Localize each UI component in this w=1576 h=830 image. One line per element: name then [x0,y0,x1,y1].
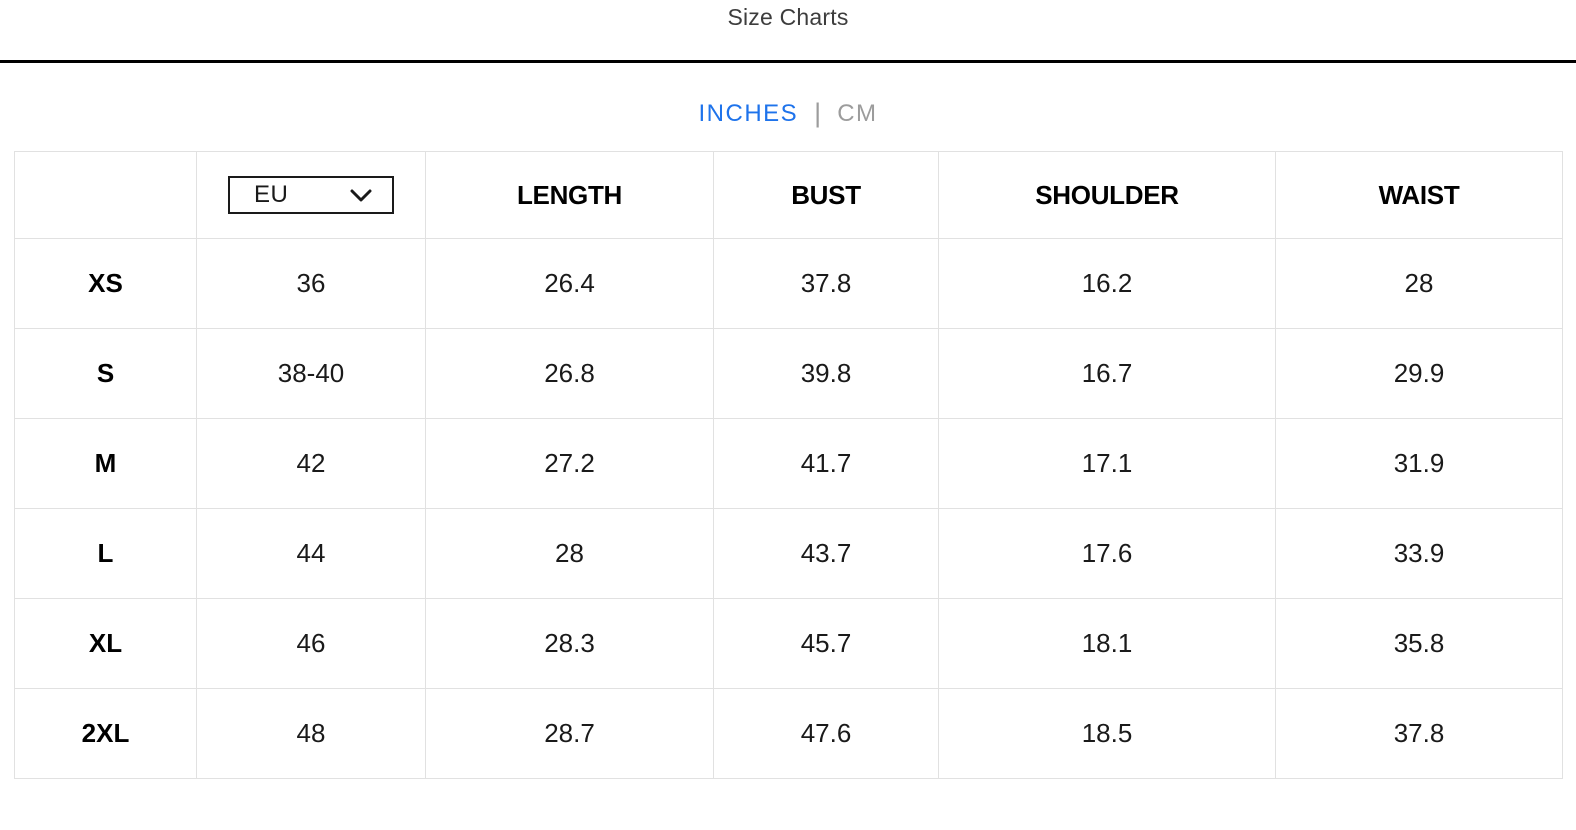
size-chart-body: XS 36 26.4 37.8 16.2 28 S 38-40 26.8 39.8 16.7 29.9… [14,238,1563,779]
region-cell: 42 [196,418,426,509]
value-cell: 39.8 [713,328,939,419]
value-cell: 18.1 [938,598,1276,689]
size-cell: XS [14,238,197,329]
chevron-down-icon [350,189,372,202]
value-cell: 37.8 [1275,688,1563,779]
value-cell: 17.1 [938,418,1276,509]
unit-separator: | [814,97,822,128]
size-chart: EU LENGTH BUST SHOULDER WAIST XS 36 26.4 37.8 1… [14,151,1563,779]
value-cell: 35.8 [1275,598,1563,689]
size-cell: XL [14,598,197,689]
size-chart-header-row: EU LENGTH BUST SHOULDER WAIST [14,151,1563,239]
region-column-header: EU [196,151,426,239]
header-divider [0,60,1576,63]
unit-option-inches[interactable]: INCHES [698,100,799,127]
table-row: XL 46 28.3 45.7 18.1 35.8 [14,598,1563,689]
region-select[interactable]: EU [228,176,394,214]
table-row: L 44 28 43.7 17.6 33.9 [14,508,1563,599]
region-cell: 38-40 [196,328,426,419]
value-cell: 28 [1275,238,1563,329]
table-row: M 42 27.2 41.7 17.1 31.9 [14,418,1563,509]
value-cell: 29.9 [1275,328,1563,419]
value-cell: 27.2 [425,418,714,509]
value-cell: 37.8 [713,238,939,329]
value-cell: 26.4 [425,238,714,329]
column-header-waist: WAIST [1275,151,1563,239]
value-cell: 45.7 [713,598,939,689]
size-column-header-empty [14,151,197,239]
column-header-bust: BUST [713,151,939,239]
region-cell: 36 [196,238,426,329]
column-header-length: LENGTH [425,151,714,239]
unit-option-cm[interactable]: CM [837,100,878,127]
value-cell: 28.7 [425,688,714,779]
size-cell: M [14,418,197,509]
unit-toggle: INCHES | CM [0,97,1576,128]
value-cell: 28 [425,508,714,599]
size-cell: 2XL [14,688,197,779]
table-row: 2XL 48 28.7 47.6 18.5 37.8 [14,688,1563,779]
value-cell: 31.9 [1275,418,1563,509]
size-cell: S [14,328,197,419]
app-header: Size Charts [0,0,1576,60]
value-cell: 33.9 [1275,508,1563,599]
region-cell: 44 [196,508,426,599]
value-cell: 47.6 [713,688,939,779]
region-cell: 48 [196,688,426,779]
size-chart-table: EU LENGTH BUST SHOULDER WAIST XS 36 26.4 37.8 1… [14,151,1563,779]
value-cell: 28.3 [425,598,714,689]
table-row: S 38-40 26.8 39.8 16.7 29.9 [14,328,1563,419]
region-select-value: EU [254,181,289,208]
column-header-shoulder: SHOULDER [938,151,1276,239]
size-cell: L [14,508,197,599]
value-cell: 43.7 [713,508,939,599]
table-row: XS 36 26.4 37.8 16.2 28 [14,238,1563,329]
value-cell: 26.8 [425,328,714,419]
value-cell: 17.6 [938,508,1276,599]
region-cell: 46 [196,598,426,689]
value-cell: 16.2 [938,238,1276,329]
value-cell: 16.7 [938,328,1276,419]
page-title: Size Charts [727,4,849,30]
value-cell: 41.7 [713,418,939,509]
value-cell: 18.5 [938,688,1276,779]
